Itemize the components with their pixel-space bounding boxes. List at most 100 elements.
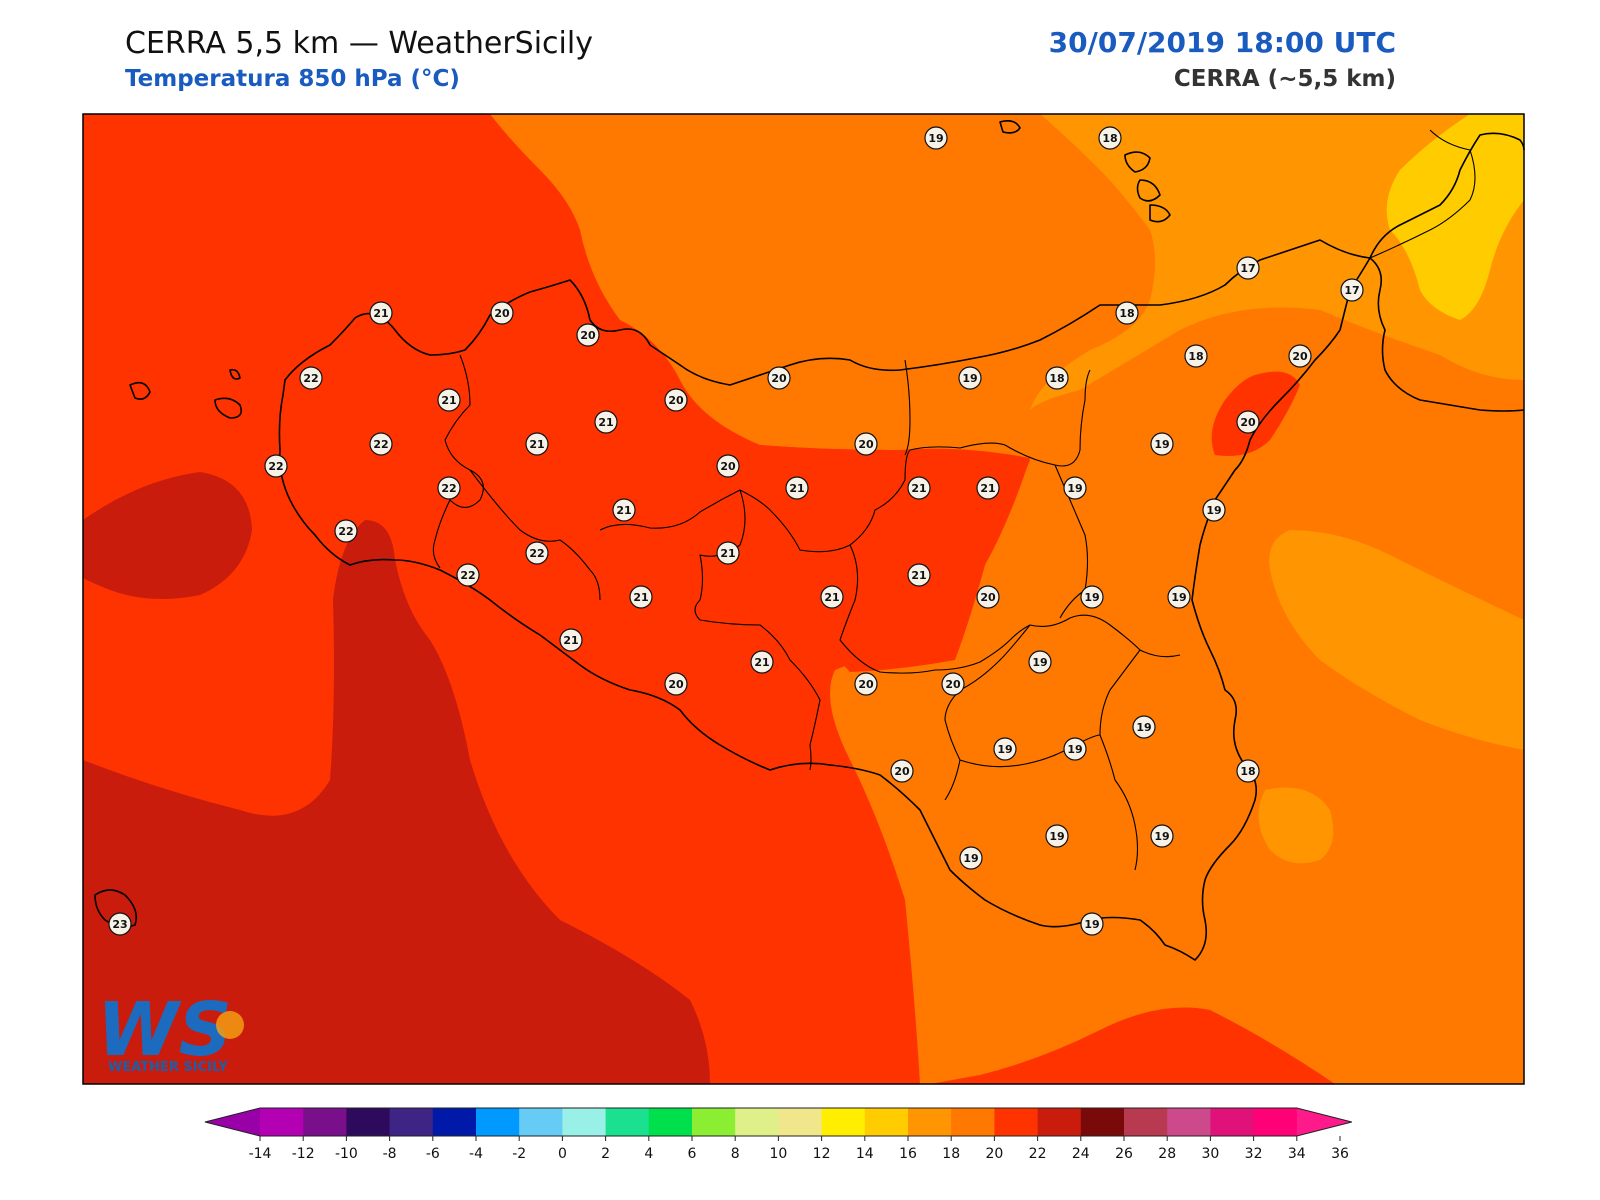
colorbar-tick-label: 14 bbox=[856, 1146, 874, 1162]
station-dot bbox=[1236, 256, 1260, 280]
station-dot bbox=[490, 301, 514, 325]
field-patch-22-24-central bbox=[760, 445, 1030, 672]
colorbar-swatch bbox=[648, 1108, 693, 1136]
station-marker: 20 bbox=[854, 672, 878, 696]
sicily-coast bbox=[278, 239, 1371, 961]
colorbar-tick-label: 18 bbox=[942, 1146, 960, 1162]
station-value: 21 bbox=[911, 482, 926, 495]
calabria-ridge bbox=[1369, 129, 1476, 259]
station-value: 19 bbox=[1084, 591, 1099, 604]
station-value: 21 bbox=[720, 547, 735, 560]
station-value: 20 bbox=[668, 394, 684, 407]
colorbar-tick-label: 4 bbox=[644, 1146, 653, 1162]
station-value: 23 bbox=[112, 918, 127, 931]
station-dot bbox=[525, 541, 549, 565]
station-marker: 22 bbox=[369, 432, 393, 456]
calabria-coast bbox=[1369, 132, 1525, 412]
logo-letters: WS bbox=[97, 987, 232, 1073]
station-value: 22 bbox=[529, 547, 544, 560]
station-marker: 19 bbox=[1028, 650, 1052, 674]
station-value: 18 bbox=[1119, 307, 1134, 320]
colorbar-tick-label: -8 bbox=[383, 1146, 397, 1162]
colorbar-tick-label: 8 bbox=[731, 1146, 740, 1162]
station-marker: 21 bbox=[716, 541, 740, 565]
station-marker: 19 bbox=[1132, 715, 1156, 739]
station-value: 20 bbox=[1240, 416, 1256, 429]
colorbar-swatch bbox=[260, 1108, 304, 1136]
colorbar-tick-label: 26 bbox=[1115, 1146, 1133, 1162]
station-dot bbox=[1098, 126, 1122, 150]
station-marker: 19 bbox=[1167, 585, 1191, 609]
temperature-field bbox=[83, 114, 1524, 1084]
station-dot bbox=[1115, 301, 1139, 325]
station-marker: 22 bbox=[264, 454, 288, 478]
colorbar-swatch bbox=[1167, 1108, 1211, 1136]
station-dot bbox=[820, 585, 844, 609]
colorbar-tick-label: 24 bbox=[1072, 1146, 1090, 1162]
station-marker: 21 bbox=[750, 650, 774, 674]
station-dot bbox=[1236, 759, 1260, 783]
station-dot bbox=[941, 672, 965, 696]
station-dot bbox=[264, 454, 288, 478]
colorbar-swatch bbox=[1253, 1108, 1298, 1136]
station-dot bbox=[924, 126, 948, 150]
station-value: 20 bbox=[945, 678, 961, 691]
colorbar-swatch bbox=[346, 1108, 391, 1136]
colorbar-swatch bbox=[735, 1108, 779, 1136]
station-value: 22 bbox=[338, 525, 353, 538]
station-marker: 20 bbox=[890, 759, 914, 783]
station-dot bbox=[1236, 410, 1260, 434]
station-marker: 21 bbox=[369, 301, 393, 325]
colorbar-tick-label: 30 bbox=[1201, 1146, 1219, 1162]
model-label: CERRA (~5,5 km) bbox=[1173, 66, 1396, 92]
valid-datetime: 30/07/2019 18:00 UTC bbox=[1048, 26, 1396, 59]
colorbar-tick-label: -4 bbox=[469, 1146, 483, 1162]
field-band-16-18 bbox=[1386, 114, 1524, 320]
colorbar-swatch bbox=[951, 1108, 995, 1136]
colorbar-tick-label: -14 bbox=[249, 1146, 272, 1162]
station-value: 17 bbox=[1240, 262, 1255, 275]
station-value: 19 bbox=[962, 372, 977, 385]
colorbar-under-arrow bbox=[205, 1108, 260, 1136]
station-dot bbox=[525, 432, 549, 456]
station-dot bbox=[437, 388, 461, 412]
station-dot bbox=[108, 912, 132, 936]
station-marker: 21 bbox=[907, 563, 931, 587]
station-value: 21 bbox=[563, 634, 578, 647]
colorbar-swatch bbox=[1080, 1108, 1125, 1136]
station-dot bbox=[664, 672, 688, 696]
station-marker: 20 bbox=[976, 585, 1000, 609]
colorbar-swatch bbox=[908, 1108, 952, 1136]
station-dot bbox=[854, 432, 878, 456]
station-dot bbox=[890, 759, 914, 783]
colorbar-tick-label: 20 bbox=[985, 1146, 1003, 1162]
colorbar-swatch bbox=[821, 1108, 866, 1136]
station-value: 19 bbox=[1067, 482, 1082, 495]
station-marker: 19 bbox=[1063, 476, 1087, 500]
station-dot bbox=[750, 650, 774, 674]
station-dot bbox=[1080, 585, 1104, 609]
colorbar-tick-label: -2 bbox=[512, 1146, 526, 1162]
station-marker: 18 bbox=[1045, 366, 1069, 390]
map-subtitle: Temperatura 850 hPa (°C) bbox=[125, 66, 460, 92]
station-marker: 18 bbox=[1115, 301, 1139, 325]
colorbar-swatch bbox=[994, 1108, 1039, 1136]
station-marker: 22 bbox=[525, 541, 549, 565]
colorbar-tick-label: 22 bbox=[1029, 1146, 1047, 1162]
station-marker: 21 bbox=[437, 388, 461, 412]
station-dot bbox=[767, 366, 791, 390]
station-value: 20 bbox=[980, 591, 996, 604]
station-dot bbox=[1150, 824, 1174, 848]
station-dot bbox=[1288, 344, 1312, 368]
station-value: 20 bbox=[858, 678, 874, 691]
station-value: 20 bbox=[858, 438, 874, 451]
station-dot bbox=[1063, 476, 1087, 500]
colorbar-swatch bbox=[778, 1108, 823, 1136]
colorbar-swatch bbox=[1210, 1108, 1255, 1136]
station-marker: 19 bbox=[959, 846, 983, 870]
station-marker: 20 bbox=[664, 672, 688, 696]
station-marker: 20 bbox=[716, 454, 740, 478]
station-value: 19 bbox=[1154, 830, 1169, 843]
colorbar-swatch bbox=[476, 1108, 520, 1136]
station-value: 22 bbox=[373, 438, 388, 451]
